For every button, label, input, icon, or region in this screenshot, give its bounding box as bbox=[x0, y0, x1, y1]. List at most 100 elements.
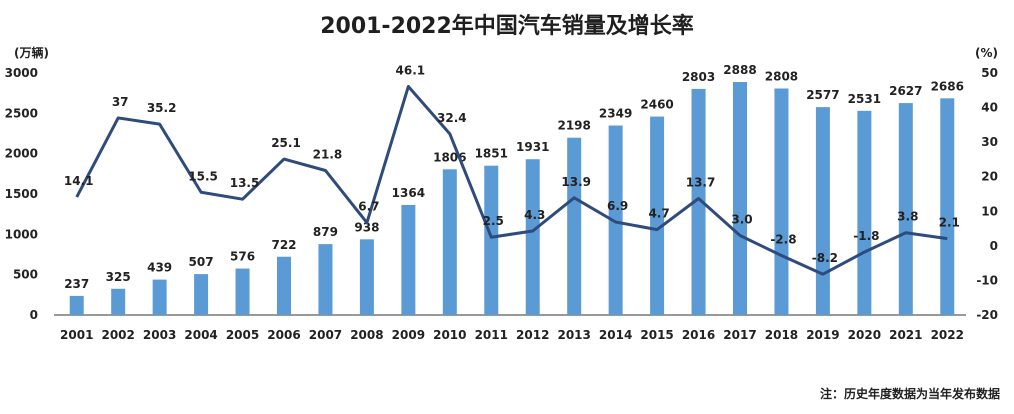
growth-value-label: 13.9 bbox=[561, 175, 591, 189]
growth-value-label: 32.4 bbox=[437, 111, 467, 125]
growth-value-label: 6.9 bbox=[607, 199, 628, 213]
bar-2007 bbox=[318, 244, 333, 315]
bar-value-label: 879 bbox=[313, 225, 338, 239]
x-tick-label: 2017 bbox=[723, 328, 756, 342]
left-tick-label: 2500 bbox=[5, 106, 38, 120]
bar-2006 bbox=[277, 256, 291, 315]
bar-value-label: 1931 bbox=[516, 140, 549, 154]
growth-value-label: 2.5 bbox=[483, 214, 504, 228]
bar-value-label: 2627 bbox=[889, 84, 922, 98]
bar-2017 bbox=[733, 82, 747, 315]
growth-value-label: 37 bbox=[112, 95, 129, 109]
bar-value-label: 439 bbox=[147, 261, 172, 275]
growth-value-label: 3.0 bbox=[731, 212, 752, 226]
line-group bbox=[75, 84, 948, 276]
growth-value-label: -8.2 bbox=[812, 251, 838, 265]
growth-value-label: 14.1 bbox=[64, 174, 94, 188]
x-tick-label: 2010 bbox=[433, 328, 466, 342]
x-labels-group: 2001 2002 2003 2004 2005 2006 2007 2008 2009 2010… bbox=[60, 328, 964, 342]
right-tick-label: 40 bbox=[981, 101, 998, 115]
bar-2016 bbox=[691, 88, 706, 316]
bar-value-label: 1851 bbox=[475, 147, 508, 161]
bar-value-label: 722 bbox=[271, 238, 296, 252]
x-tick-label: 2006 bbox=[267, 328, 300, 342]
growth-value-label: 13.7 bbox=[686, 175, 716, 189]
x-tick-label: 2015 bbox=[640, 328, 673, 342]
right-tick-label: -10 bbox=[976, 273, 998, 287]
x-tick-label: 2004 bbox=[184, 328, 217, 342]
bar-2009 bbox=[401, 204, 416, 315]
x-tick-label: 2011 bbox=[475, 328, 508, 342]
bar-2014 bbox=[608, 125, 623, 315]
bar-2002 bbox=[111, 288, 126, 315]
x-tick-label: 2009 bbox=[392, 328, 425, 342]
x-tick-label: 2012 bbox=[516, 328, 549, 342]
x-tick-label: 2019 bbox=[806, 328, 839, 342]
bar-2008 bbox=[359, 239, 374, 315]
x-tick-label: 2014 bbox=[599, 328, 632, 342]
left-axis-unit: (万辆) bbox=[14, 45, 49, 60]
bar-2010 bbox=[442, 169, 457, 315]
growth-value-label: 2.1 bbox=[939, 216, 960, 230]
growth-value-label: -1.8 bbox=[853, 229, 879, 243]
bar-value-label: 2888 bbox=[723, 63, 756, 77]
growth-value-label: 46.1 bbox=[396, 63, 426, 77]
x-tick-label: 2007 bbox=[309, 328, 342, 342]
bar-2020 bbox=[857, 110, 872, 315]
x-tick-label: 2003 bbox=[143, 328, 176, 342]
bar-2018 bbox=[774, 88, 789, 315]
bar-2021 bbox=[898, 103, 913, 315]
growth-value-label: 6.7 bbox=[358, 200, 379, 214]
bar-value-label: 2803 bbox=[682, 70, 715, 84]
bar-value-label: 1364 bbox=[392, 186, 425, 200]
right-tick-label: -20 bbox=[976, 308, 998, 322]
bar-value-label: 576 bbox=[230, 250, 255, 264]
bar-2012 bbox=[525, 159, 540, 315]
growth-value-label: 35.2 bbox=[147, 101, 177, 115]
bar-value-label: 2531 bbox=[848, 92, 881, 106]
bar-2011 bbox=[484, 165, 499, 315]
bar-value-label: 325 bbox=[106, 270, 131, 284]
right-tick-label: 30 bbox=[981, 135, 998, 149]
bar-2004 bbox=[194, 274, 209, 315]
bar-value-label: 2686 bbox=[931, 79, 964, 93]
left-tick-label: 2000 bbox=[5, 147, 38, 161]
x-tick-label: 2020 bbox=[848, 328, 881, 342]
growth-value-label: 15.5 bbox=[188, 169, 218, 183]
right-tick-label: 0 bbox=[990, 239, 998, 253]
bar-2019 bbox=[815, 107, 830, 315]
left-tick-label: 0 bbox=[30, 308, 38, 322]
bar-2022 bbox=[940, 98, 955, 315]
left-tick-label: 500 bbox=[13, 268, 38, 282]
bar-value-label: 237 bbox=[64, 277, 89, 291]
axes-group: 0 500 1000 1500 2000 2500 3000 -20 -10 0 10 20 30 40 5… bbox=[5, 66, 998, 322]
bar-value-label: 2460 bbox=[640, 98, 673, 112]
growth-value-label: 4.7 bbox=[648, 207, 669, 221]
footnote: 注：历史年度数据为当年发布数据 bbox=[820, 386, 1000, 401]
x-tick-label: 2001 bbox=[60, 328, 93, 342]
x-tick-label: 2018 bbox=[765, 328, 798, 342]
left-tick-label: 3000 bbox=[5, 66, 38, 80]
right-tick-label: 50 bbox=[981, 66, 998, 80]
left-tick-label: 1500 bbox=[5, 187, 38, 201]
bar-value-label: 507 bbox=[189, 255, 214, 269]
right-tick-label: 20 bbox=[981, 170, 998, 184]
line-labels-group: 14.1 37 35.2 15.5 13.5 25.1 21.8 6.7 46.1 32.4 2.5… bbox=[64, 63, 960, 265]
x-tick-label: 2016 bbox=[682, 328, 715, 342]
growth-value-label: 13.5 bbox=[230, 176, 260, 190]
bar-2015 bbox=[650, 116, 665, 315]
bar-2013 bbox=[567, 137, 582, 315]
growth-value-label: -2.8 bbox=[770, 233, 796, 247]
growth-value-label: 4.3 bbox=[524, 208, 545, 222]
bar-2001 bbox=[69, 295, 84, 315]
right-tick-label: 10 bbox=[981, 204, 998, 218]
x-tick-label: 2013 bbox=[557, 328, 590, 342]
growth-value-label: 3.8 bbox=[897, 210, 918, 224]
chart-title: 2001-2022年中国汽车销量及增长率 bbox=[320, 13, 694, 39]
bar-2005 bbox=[235, 268, 250, 315]
x-tick-label: 2008 bbox=[350, 328, 383, 342]
x-tick-label: 2005 bbox=[226, 328, 259, 342]
x-tick-label: 2021 bbox=[889, 328, 922, 342]
